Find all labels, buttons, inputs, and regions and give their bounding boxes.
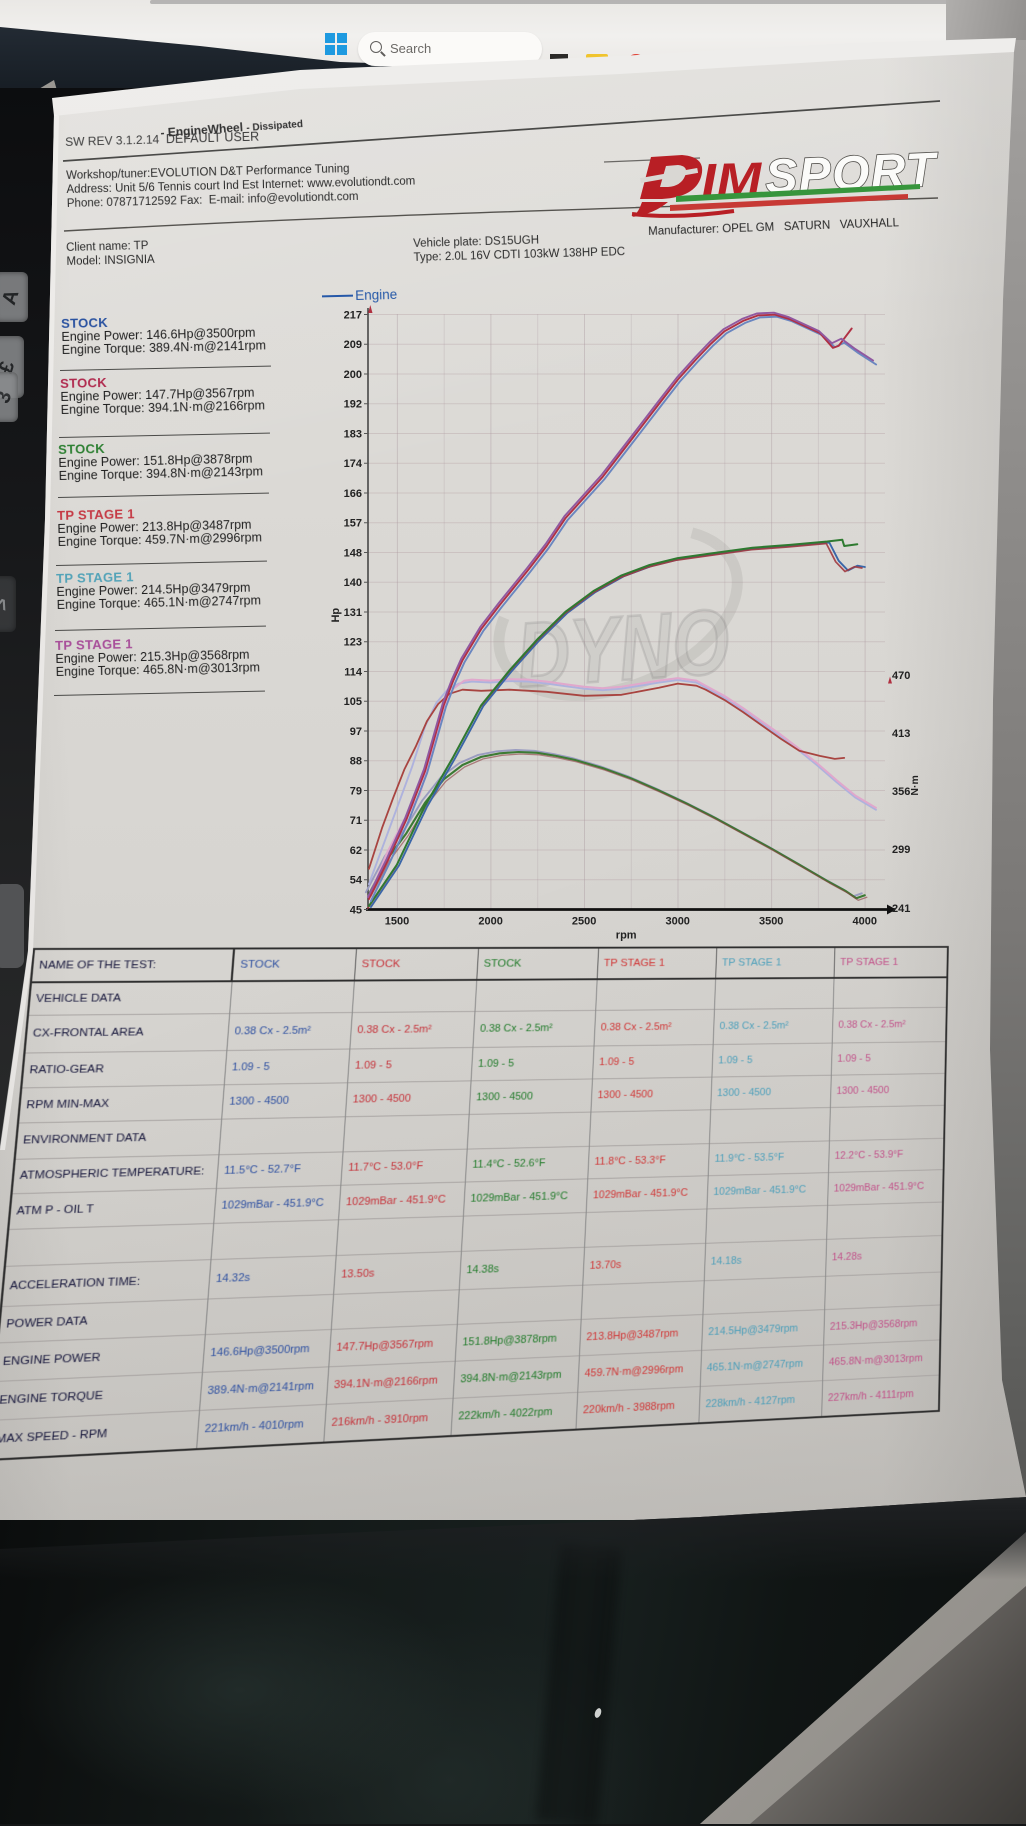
svg-text:148: 148 [344,547,362,559]
svg-text:rpm: rpm [616,930,637,942]
svg-text:166: 166 [344,488,362,500]
svg-text:71: 71 [350,815,362,827]
svg-text:241: 241 [892,903,910,915]
svg-text:183: 183 [344,428,362,440]
svg-text:54: 54 [350,875,363,887]
svg-text:114: 114 [344,666,363,678]
svg-text:105: 105 [344,696,362,708]
svg-text:157: 157 [344,518,362,530]
svg-text:413: 413 [892,728,910,740]
svg-text:470: 470 [892,670,910,682]
svg-text:209: 209 [344,339,362,351]
svg-text:88: 88 [350,756,362,768]
svg-text:356: 356 [892,786,910,798]
svg-text:N·m: N·m [909,775,921,795]
svg-text:3500: 3500 [759,916,783,928]
svg-text:62: 62 [350,845,362,857]
svg-text:4000: 4000 [853,916,877,928]
svg-text:192: 192 [344,399,362,411]
svg-text:1500: 1500 [385,916,409,928]
svg-text:3000: 3000 [665,916,689,928]
svg-text:45: 45 [350,904,362,916]
svg-text:79: 79 [350,785,362,797]
svg-text:217: 217 [344,309,362,321]
svg-text:SPORT: SPORT [764,143,940,204]
svg-text:299: 299 [892,844,910,856]
svg-text:97: 97 [350,726,362,738]
svg-text:2500: 2500 [572,916,596,928]
svg-text:131: 131 [344,607,362,619]
svg-text:Hp: Hp [330,608,342,623]
svg-text:2000: 2000 [478,916,502,928]
svg-text:140: 140 [344,577,362,589]
svg-text:200: 200 [344,369,362,381]
svg-text:174: 174 [344,458,363,470]
svg-text:123: 123 [344,637,362,649]
